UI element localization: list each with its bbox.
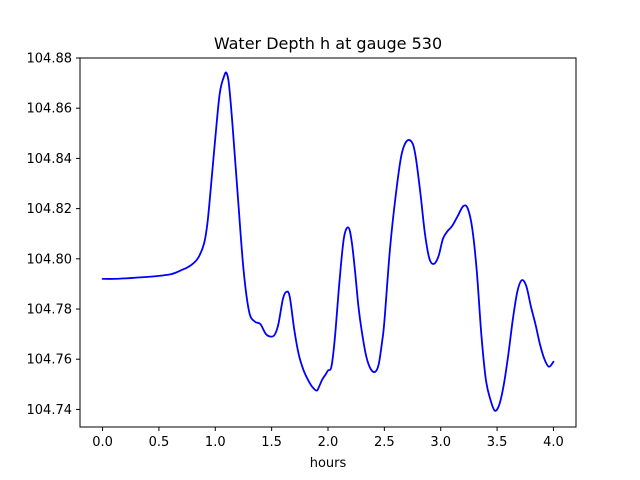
y-axis: 104.74 104.76 104.78 104.80 104.82 104.84 104.… [27,52,80,418]
y-tick-label: 104.78 [27,303,73,318]
x-tick-label: 1.5 [261,435,282,450]
x-tick-label: 2.0 [318,435,339,450]
y-tick-label: 104.74 [27,403,73,418]
plot-area: 0.0 0.5 1.0 1.5 2.0 2.5 3.0 3.5 4.0 104.74 104.76… [27,52,577,450]
x-axis-label: hours [310,456,347,471]
axes-frame [79,57,577,428]
series-line [101,71,555,412]
y-tick-label: 104.80 [27,252,73,267]
chart-title: Water Depth h at gauge 530 [214,34,442,53]
x-tick-label: 3.0 [430,435,451,450]
x-tick-label: 4.0 [543,435,564,450]
x-axis: 0.0 0.5 1.0 1.5 2.0 2.5 3.0 3.5 4.0 [92,427,564,450]
y-tick-label: 104.86 [27,102,73,117]
x-tick-label: 3.5 [487,435,508,450]
y-tick-label: 104.88 [27,52,73,67]
x-tick-label: 1.0 [205,435,226,450]
y-tick-label: 104.84 [27,152,73,167]
x-tick-label: 2.5 [374,435,395,450]
y-tick-label: 104.82 [27,202,73,217]
y-tick-label: 104.76 [27,353,73,368]
x-tick-label: 0.0 [92,435,113,450]
x-tick-label: 0.5 [149,435,170,450]
